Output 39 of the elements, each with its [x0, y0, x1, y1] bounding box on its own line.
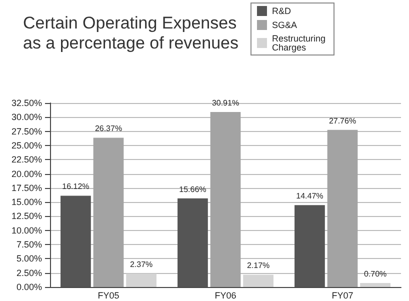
bar: [243, 274, 274, 287]
data-label: 27.76%: [328, 116, 356, 126]
y-tick-label: 7.50%: [16, 240, 42, 250]
data-label: 15.66%: [179, 184, 206, 194]
data-label: 0.70%: [364, 270, 387, 279]
y-tick-label: 12.50%: [11, 211, 42, 222]
data-label: 26.37%: [94, 124, 122, 134]
x-tick-label: FY07: [332, 290, 354, 300]
bar: [126, 274, 156, 287]
y-tick-label: 27.50%: [11, 126, 42, 136]
y-tick-label: 32.50%: [11, 98, 42, 108]
y-tick-label: 0.00%: [16, 282, 42, 292]
bar: [178, 198, 208, 287]
y-tick-label: 25.00%: [11, 140, 42, 150]
y-tick-label: 22.50%: [11, 154, 42, 165]
bar: [210, 112, 241, 287]
legend-label: Restructuring Charges: [272, 34, 328, 52]
y-tick-label: 17.50%: [11, 182, 42, 193]
legend-label: R&D: [272, 6, 292, 16]
data-label: 16.12%: [62, 182, 90, 192]
data-label: 14.47%: [296, 192, 324, 201]
y-tick-label: 15.00%: [11, 197, 42, 208]
y-tick-label: 2.50%: [16, 268, 42, 278]
x-tick-label: FY06: [214, 290, 236, 300]
y-tick-label: 5.00%: [16, 254, 42, 264]
y-tick-label: 20.00%: [11, 168, 42, 179]
y-tick-label: 10.00%: [11, 225, 42, 236]
bar: [60, 196, 91, 287]
bar: [327, 130, 358, 287]
bar: [294, 205, 325, 287]
chart-title: Certain Operating Expenses as a percentage of revenues: [23, 14, 238, 52]
data-label: 2.17%: [246, 261, 270, 270]
x-tick-label: FY05: [98, 290, 120, 300]
legend-label: SG&A: [272, 20, 297, 30]
bar: [360, 283, 390, 287]
data-label: 30.91%: [212, 98, 240, 108]
bar: [93, 138, 124, 287]
y-tick-label: 30.00%: [11, 112, 42, 122]
data-label: 2.37%: [130, 260, 153, 270]
